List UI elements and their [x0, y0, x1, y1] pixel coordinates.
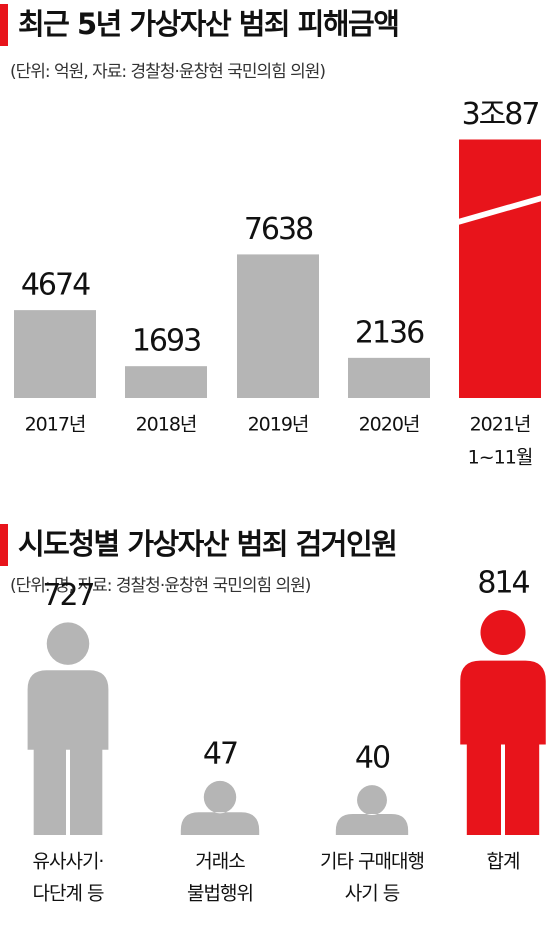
x-tick-label: 2021년 [470, 414, 531, 436]
x-tick-label: 2017년 [25, 414, 86, 436]
category-label: 유사사기· [33, 851, 104, 873]
value-label: 47 [203, 736, 237, 771]
value-label: 4674 [21, 268, 90, 303]
chart-subtitle: (단위: 억원, 자료: 경찰청·윤창현 국민의힘 의원) [10, 62, 325, 82]
chart-title: 최근 5년 가상자산 범죄 피해금액 [18, 7, 398, 41]
title-accent [0, 524, 8, 566]
title-accent [0, 4, 8, 46]
category-label: 불법행위 [187, 883, 253, 905]
chart-title: 시도청별 가상자산 범죄 검거인원 [18, 527, 396, 561]
value-label: 3조87 [462, 97, 539, 132]
bar [237, 254, 319, 398]
person-icon [27, 622, 109, 835]
category-label: 기타 구매대행 [320, 851, 424, 873]
person-icon [460, 610, 546, 835]
category-label: 사기 등 [345, 883, 400, 905]
value-label: 7638 [244, 212, 313, 247]
chart-subtitle: (단위: 명, 자료: 경찰청·윤창현 국민의힘 의원) [10, 576, 311, 596]
axis-break [458, 195, 542, 225]
x-tick-label: 2018년 [136, 414, 197, 436]
category-label: 거래소 [195, 851, 245, 873]
value-label: 727 [42, 578, 93, 613]
x-tick-label: 2019년 [248, 414, 309, 436]
person-icon [180, 780, 260, 835]
value-label: 1693 [132, 324, 200, 359]
person-icon [335, 785, 409, 835]
bar [459, 139, 541, 399]
x-tick-label: 1~11월 [468, 447, 533, 469]
category-label: 다단계 등 [33, 883, 104, 905]
value-label: 40 [355, 741, 390, 776]
value-label: 2136 [355, 315, 424, 350]
bar [348, 357, 430, 398]
category-label: 합계 [487, 851, 520, 873]
x-tick-label: 2020년 [359, 414, 420, 436]
value-label: 814 [477, 566, 529, 601]
bar [14, 310, 96, 398]
bar [125, 366, 207, 398]
